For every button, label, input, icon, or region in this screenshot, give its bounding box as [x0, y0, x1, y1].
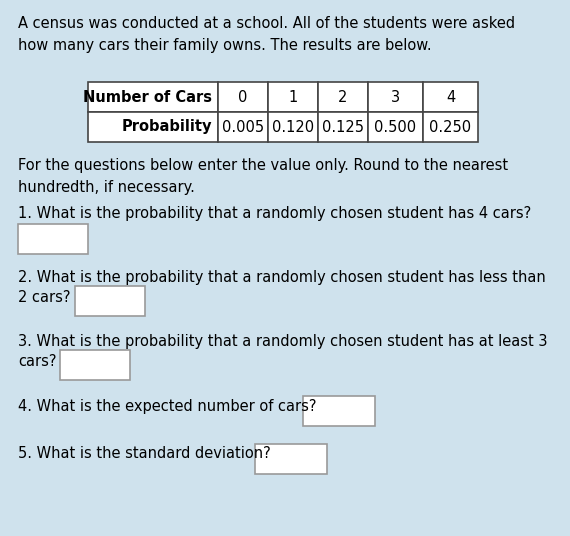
Bar [268, 82, 318, 112]
Text: Probability: Probability [121, 120, 212, 135]
Text: 0.125: 0.125 [322, 120, 364, 135]
Bar [423, 82, 478, 112]
Text: 2 cars?: 2 cars? [18, 290, 71, 305]
Text: 3: 3 [391, 90, 400, 105]
Text: 4. What is the expected number of cars?: 4. What is the expected number of cars? [18, 398, 316, 413]
Text: 0.250: 0.250 [429, 120, 471, 135]
Text: 2: 2 [339, 90, 348, 105]
Bar [88, 112, 218, 142]
Text: 0.500: 0.500 [374, 120, 417, 135]
Bar [368, 82, 423, 112]
Bar [218, 82, 268, 112]
Bar [88, 82, 218, 112]
Text: 4: 4 [446, 90, 455, 105]
Text: 5. What is the standard deviation?: 5. What is the standard deviation? [18, 446, 271, 461]
Text: Number of Cars: Number of Cars [83, 90, 212, 105]
Text: 0.120: 0.120 [272, 120, 314, 135]
Bar [60, 350, 130, 380]
Bar [18, 224, 88, 254]
Text: 1. What is the probability that a randomly chosen student has 4 cars?: 1. What is the probability that a random… [18, 206, 531, 221]
Text: 2. What is the probability that a randomly chosen student has less than: 2. What is the probability that a random… [18, 270, 545, 285]
Bar [218, 112, 268, 142]
Bar [368, 112, 423, 142]
Bar [255, 444, 327, 474]
Text: For the questions below enter the value only. Round to the nearest
hundredth, if: For the questions below enter the value … [18, 158, 508, 195]
Text: 0: 0 [238, 90, 248, 105]
Text: 0.005: 0.005 [222, 120, 264, 135]
Bar [423, 112, 478, 142]
Text: cars?: cars? [18, 354, 56, 369]
Bar [75, 286, 145, 316]
Text: 1: 1 [288, 90, 298, 105]
Text: A census was conducted at a school. All of the students were asked
how many cars: A census was conducted at a school. All … [18, 16, 515, 53]
Bar [268, 112, 318, 142]
Bar [318, 112, 368, 142]
Text: 3. What is the probability that a randomly chosen student has at least 3: 3. What is the probability that a random… [18, 334, 548, 349]
Bar [318, 82, 368, 112]
Bar [303, 396, 375, 426]
